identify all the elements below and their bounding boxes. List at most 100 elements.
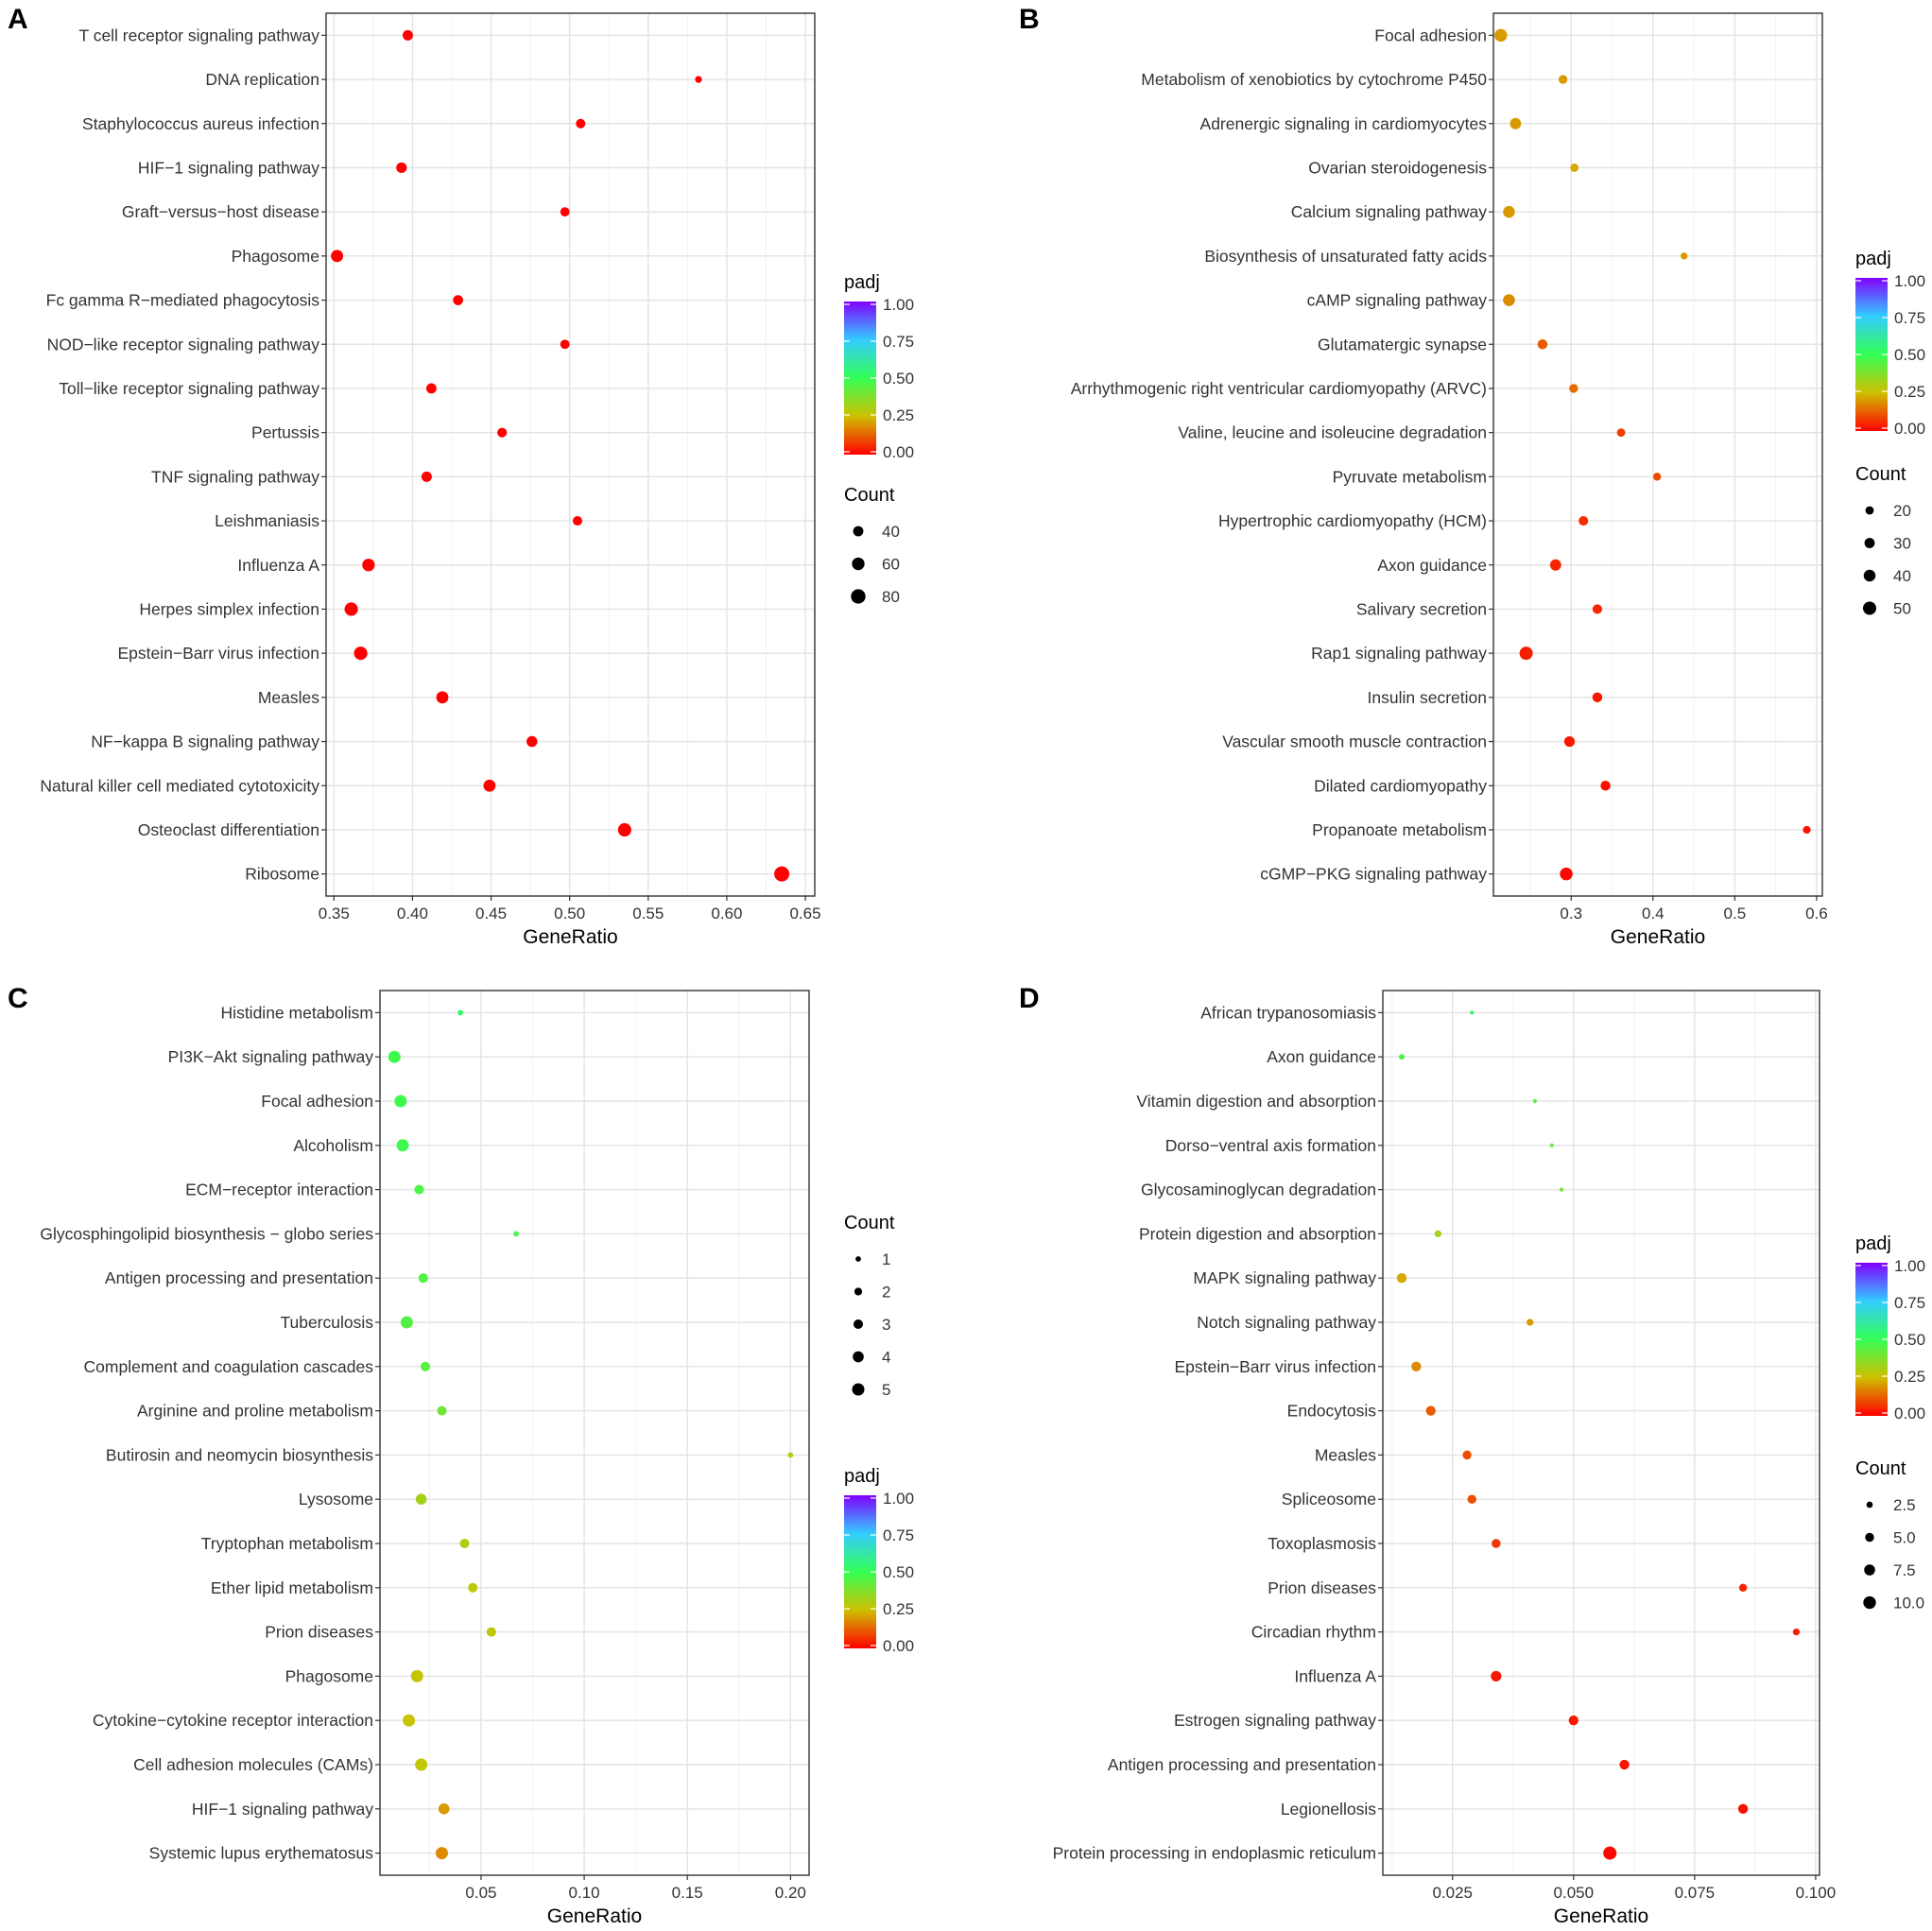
data-point (331, 250, 344, 263)
category-label: HIF−1 signaling pathway (192, 1800, 373, 1819)
category-label: Toxoplasmosis (1268, 1534, 1376, 1553)
category-label: Fc gamma R−mediated phagocytosis (46, 291, 320, 310)
x-tick-label: 0.6 (1805, 905, 1828, 922)
category-label: Systemic lupus erythematosus (149, 1844, 374, 1863)
chart-panel-a: A T cell receptor signaling pathway DNA re… (8, 4, 914, 948)
data-point (1619, 1759, 1630, 1770)
data-point (1532, 1098, 1537, 1104)
category-label: Dilated cardiomyopathy (1314, 776, 1487, 795)
size-legend-dot (1864, 538, 1875, 548)
category-label: Glutamatergic synapse (1318, 335, 1487, 353)
category-label: Focal adhesion (1374, 26, 1487, 44)
data-point (617, 822, 631, 837)
data-point (572, 516, 582, 526)
grid (326, 13, 815, 896)
category-label: NOD−like receptor signaling pathway (47, 335, 320, 353)
size-legend-label: 1 (882, 1250, 890, 1268)
size-legend-dot (853, 526, 864, 537)
category-label: Valine, leucine and isoleucine degradati… (1178, 423, 1487, 442)
data-point (396, 162, 407, 174)
category-label: ECM−receptor interaction (185, 1181, 373, 1199)
size-legend-dot (853, 1319, 864, 1330)
category-label: HIF−1 signaling pathway (138, 158, 319, 177)
category-label: Phagosome (232, 247, 319, 266)
category-label: Endocytosis (1287, 1402, 1377, 1421)
category-label: DNA replication (205, 70, 319, 89)
color-legend-label: 1.00 (883, 1490, 914, 1508)
category-label: Alcoholism (293, 1136, 373, 1155)
category-label: Tryptophan metabolism (201, 1534, 373, 1553)
category-label: cAMP signaling pathway (1307, 291, 1488, 310)
category-label: Glycosphingolipid biosynthesis − globo s… (40, 1224, 373, 1243)
data-point (1425, 1405, 1436, 1416)
category-label: Osteoclast differentiation (138, 820, 319, 839)
size-legend-label: 60 (882, 556, 900, 574)
category-label: Spliceosome (1282, 1490, 1376, 1509)
color-legend-label: 0.50 (883, 1563, 914, 1581)
category-label: Prion diseases (265, 1623, 373, 1642)
color-legend-title: padj (844, 1466, 880, 1487)
chart-panel-b: B Focal adhesion Metabolism of xenobiotics… (1019, 4, 1925, 948)
category-label: Glycosaminoglycan degradation (1141, 1181, 1376, 1199)
category-label: Cell adhesion molecules (CAMs) (133, 1755, 373, 1774)
color-legend-label: 0.75 (883, 1526, 914, 1544)
size-legend-label: 2 (882, 1284, 890, 1302)
category-label: Influenza A (237, 556, 319, 575)
data-point (415, 1758, 428, 1771)
category-label: Protein digestion and absorption (1139, 1224, 1376, 1243)
category-label: Insulin secretion (1368, 688, 1487, 707)
size-legend-dot (1863, 1595, 1876, 1610)
category-label: Antigen processing and presentation (1108, 1755, 1376, 1774)
category-label: Vitamin digestion and absorption (1136, 1092, 1376, 1111)
panel-letter: C (8, 983, 28, 1014)
size-legend-dot (1863, 569, 1876, 582)
plot-border (1492, 12, 1823, 897)
data-point (1738, 1583, 1748, 1593)
category-label: Axon guidance (1377, 556, 1487, 575)
data-point (1398, 1054, 1405, 1060)
category-label: Legionellosis (1281, 1800, 1376, 1819)
data-point (1549, 559, 1561, 571)
data-point (1559, 1187, 1564, 1192)
data-point (1549, 1143, 1554, 1147)
data-point (1527, 1319, 1534, 1326)
size-legend-label: 80 (882, 588, 900, 606)
x-axis-title: GeneRatio (523, 926, 617, 948)
x-axis-title: GeneRatio (1611, 926, 1705, 948)
data-point (354, 647, 368, 661)
category-label: Pyruvate metabolism (1333, 467, 1487, 486)
category-label: Influenza A (1294, 1666, 1376, 1685)
color-legend-label: 0.75 (1894, 309, 1925, 327)
color-legend-title: padj (1855, 249, 1891, 269)
size-legend-label: 2.5 (1893, 1496, 1916, 1514)
data-point (1792, 1628, 1801, 1636)
data-point (1592, 604, 1602, 614)
category-label: Metabolism of xenobiotics by cytochrome … (1141, 70, 1487, 89)
size-legend-label: 50 (1893, 600, 1911, 618)
data-point (1560, 867, 1573, 881)
category-label: Herpes simplex infection (139, 599, 319, 618)
data-point (1396, 1273, 1407, 1284)
color-legend-label: 0.00 (1894, 1405, 1925, 1422)
color-legend-label: 0.50 (1894, 346, 1925, 364)
color-legend-label: 0.75 (1894, 1294, 1925, 1312)
category-label: Biosynthesis of unsaturated fatty acids (1204, 247, 1487, 266)
data-point (438, 1802, 450, 1815)
category-label: Ribosome (245, 865, 319, 884)
category-label: Rap1 signaling pathway (1311, 644, 1487, 663)
data-point (468, 1582, 478, 1593)
x-axis-title: GeneRatio (1554, 1905, 1648, 1927)
data-point (400, 1316, 413, 1329)
category-label: T cell receptor signaling pathway (78, 26, 319, 44)
color-legend-label: 0.25 (883, 406, 914, 424)
color-legend-title: padj (1855, 1233, 1891, 1254)
data-point (1680, 252, 1688, 260)
data-point (418, 1273, 428, 1284)
data-point (1467, 1494, 1476, 1504)
x-tick-label: 0.10 (569, 1884, 600, 1902)
data-point (1592, 692, 1603, 703)
data-point (420, 1361, 431, 1371)
size-legend-label: 3 (882, 1316, 890, 1334)
color-legend-label: 0.25 (883, 1600, 914, 1618)
